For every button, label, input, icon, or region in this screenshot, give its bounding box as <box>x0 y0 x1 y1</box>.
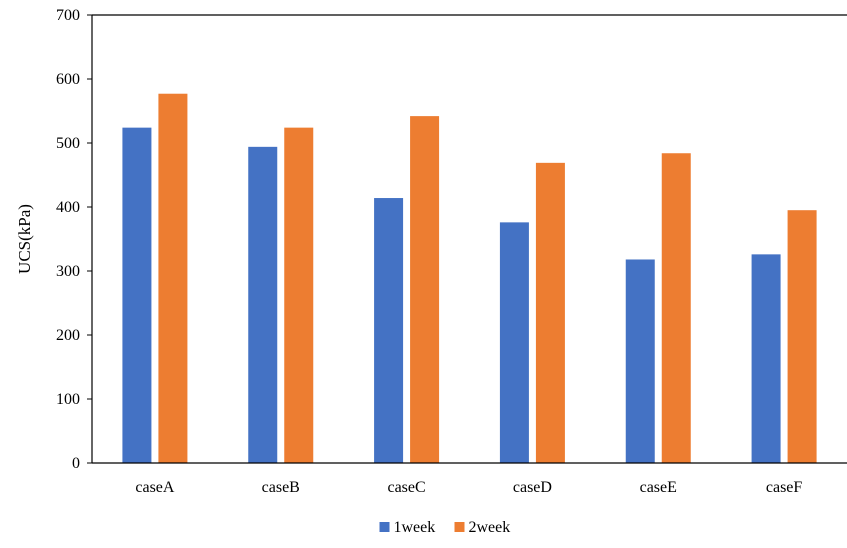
y-tick-label: 600 <box>56 71 80 88</box>
x-tick-label: caseE <box>640 479 677 496</box>
legend-swatch-1week <box>379 522 390 532</box>
legend-label-2week: 2week <box>469 519 511 536</box>
bar-2week-caseB <box>284 127 314 463</box>
bar-2week-caseD <box>535 162 565 463</box>
y-tick-label: 400 <box>56 199 80 216</box>
y-tick-label: 100 <box>56 391 80 408</box>
y-tick-label: 0 <box>72 455 80 472</box>
legend-swatch-2week <box>454 522 465 532</box>
legend: 1week 2week <box>379 519 511 536</box>
bar-1week-caseB <box>248 146 278 463</box>
bar-2week-caseA <box>158 93 188 463</box>
x-axis: caseA caseB caseC caseD caseE caseF <box>92 462 847 496</box>
x-tick-label: caseC <box>387 479 425 496</box>
legend-label-1week: 1week <box>394 519 436 536</box>
x-tick-label: caseD <box>513 479 552 496</box>
x-tick-label: caseB <box>262 479 300 496</box>
bar-2week-caseC <box>410 116 440 464</box>
y-axis-title: UCS(kPa) <box>15 204 34 274</box>
y-axis: 0 100 200 300 400 500 600 700 <box>56 7 847 472</box>
bars-group <box>122 93 817 464</box>
bar-1week-caseF <box>751 254 781 463</box>
bar-1week-caseD <box>499 222 529 463</box>
bar-1week-caseC <box>374 198 404 464</box>
bar-2week-caseE <box>661 153 691 464</box>
y-tick-label: 300 <box>56 263 80 280</box>
y-tick-label: 700 <box>56 7 80 24</box>
x-tick-label: caseA <box>135 479 175 496</box>
y-tick-label: 200 <box>56 327 80 344</box>
bar-2week-caseF <box>787 210 817 463</box>
bar-1week-caseA <box>122 127 152 463</box>
y-tick-label: 500 <box>56 135 80 152</box>
bar-1week-caseE <box>625 259 655 463</box>
x-tick-label: caseF <box>766 479 803 496</box>
